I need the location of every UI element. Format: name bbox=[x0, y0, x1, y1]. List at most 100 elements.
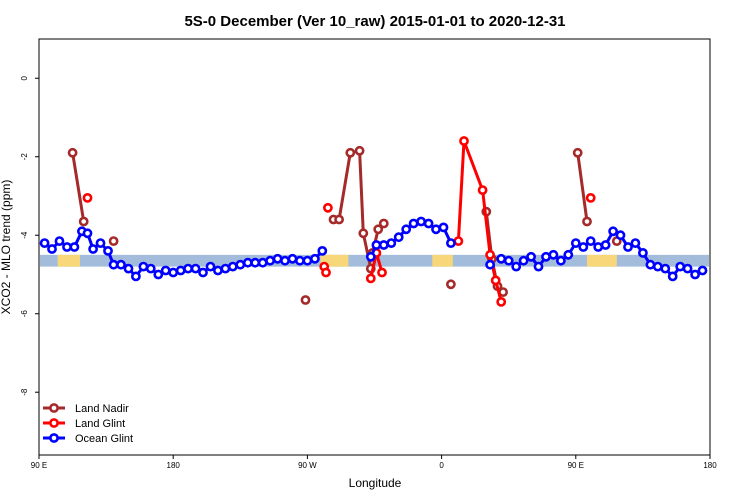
data-point bbox=[78, 216, 89, 227]
x-axis: 90 E 180 90 W 0 90 E 180 bbox=[31, 455, 717, 470]
data-point bbox=[220, 263, 231, 274]
data-point bbox=[354, 145, 365, 156]
chart-title: 5S-0 December (Ver 10_raw) 2015-01-01 to… bbox=[184, 13, 565, 30]
x-tick-label: 90 E bbox=[568, 461, 584, 470]
series-line bbox=[71, 152, 86, 222]
data-point bbox=[608, 226, 618, 237]
data-point bbox=[563, 249, 574, 260]
data-point bbox=[67, 147, 78, 158]
data-point bbox=[667, 271, 678, 282]
data-point bbox=[585, 192, 596, 203]
data-point bbox=[682, 263, 693, 274]
series-layer bbox=[39, 136, 708, 307]
data-point bbox=[257, 257, 268, 268]
data-point bbox=[212, 265, 223, 276]
x-tick-label: 180 bbox=[703, 461, 717, 470]
data-point bbox=[570, 238, 581, 248]
series-ocean-glint bbox=[39, 216, 708, 282]
data-point bbox=[365, 273, 376, 284]
data-point bbox=[518, 255, 529, 266]
data-point bbox=[272, 253, 283, 264]
data-point bbox=[373, 224, 384, 235]
data-point bbox=[585, 236, 596, 246]
data-point bbox=[645, 259, 656, 270]
x-tick-label: 90 E bbox=[31, 461, 47, 470]
data-point bbox=[378, 218, 389, 229]
x-tick-label: 180 bbox=[167, 461, 181, 470]
data-point bbox=[453, 236, 464, 246]
data-point bbox=[511, 261, 522, 272]
data-point bbox=[660, 263, 671, 274]
data-point bbox=[593, 242, 604, 252]
data-point bbox=[526, 251, 536, 262]
data-point bbox=[88, 244, 98, 254]
data-point bbox=[227, 261, 238, 272]
data-point bbox=[130, 271, 141, 282]
data-point bbox=[431, 224, 441, 235]
legend-label: Land Glint bbox=[75, 418, 125, 430]
data-point bbox=[198, 267, 208, 278]
land-band-segment bbox=[432, 254, 453, 267]
y-tick-label: 0 bbox=[20, 75, 29, 80]
data-point bbox=[300, 295, 311, 305]
y-tick-label: -8 bbox=[20, 388, 29, 396]
data-point bbox=[265, 255, 275, 266]
data-point bbox=[423, 218, 434, 229]
y-tick-label: -6 bbox=[20, 310, 29, 318]
data-point bbox=[54, 236, 65, 246]
data-point bbox=[541, 251, 551, 262]
legend-item: Land Nadir bbox=[43, 403, 129, 415]
data-point bbox=[401, 224, 412, 235]
data-point bbox=[322, 202, 333, 213]
data-point bbox=[82, 192, 93, 203]
data-point bbox=[503, 255, 514, 266]
data-point bbox=[69, 242, 80, 252]
legend-marker bbox=[49, 403, 59, 413]
data-point bbox=[365, 251, 376, 262]
data-point bbox=[675, 261, 686, 272]
data-point bbox=[630, 238, 641, 248]
data-point bbox=[496, 296, 507, 307]
data-point bbox=[459, 136, 469, 146]
legend: Land Nadir Land Glint Ocean Glint bbox=[43, 403, 133, 445]
y-axis-title: XCO2 - MLO trend (ppm) bbox=[0, 180, 13, 315]
data-point bbox=[477, 185, 488, 195]
data-point bbox=[697, 265, 708, 276]
y-axis: 0 -2 -4 -6 -8 bbox=[20, 75, 39, 396]
data-point bbox=[533, 261, 544, 272]
land-band-segment bbox=[586, 254, 617, 267]
data-point bbox=[280, 255, 290, 266]
data-point bbox=[386, 238, 397, 248]
data-point bbox=[160, 265, 171, 276]
data-point bbox=[302, 255, 313, 266]
data-point bbox=[623, 242, 633, 252]
data-point bbox=[145, 263, 156, 274]
y-tick-label: -2 bbox=[20, 153, 29, 161]
x-tick-label: 90 W bbox=[298, 461, 317, 470]
data-point bbox=[108, 236, 119, 246]
land-band-segment bbox=[57, 254, 81, 267]
plot-frame bbox=[38, 38, 711, 456]
land-band-segment bbox=[320, 254, 349, 267]
data-point bbox=[393, 232, 404, 243]
data-point bbox=[485, 259, 495, 270]
x-axis-title: Longitude bbox=[349, 476, 402, 490]
data-point bbox=[82, 228, 93, 239]
data-point bbox=[47, 244, 57, 254]
data-point bbox=[378, 240, 389, 250]
data-point bbox=[490, 275, 501, 286]
legend-label: Land Nadir bbox=[75, 403, 129, 415]
data-point bbox=[287, 253, 298, 264]
data-point bbox=[408, 218, 419, 229]
data-point bbox=[183, 263, 193, 274]
data-point bbox=[103, 245, 113, 256]
data-point bbox=[95, 238, 106, 248]
data-point bbox=[153, 269, 164, 280]
data-point bbox=[485, 249, 495, 260]
data-point bbox=[548, 249, 559, 260]
data-point bbox=[190, 263, 201, 274]
data-point bbox=[496, 253, 507, 264]
series-land-nadir bbox=[67, 145, 622, 305]
x-tick-label: 0 bbox=[439, 461, 444, 470]
